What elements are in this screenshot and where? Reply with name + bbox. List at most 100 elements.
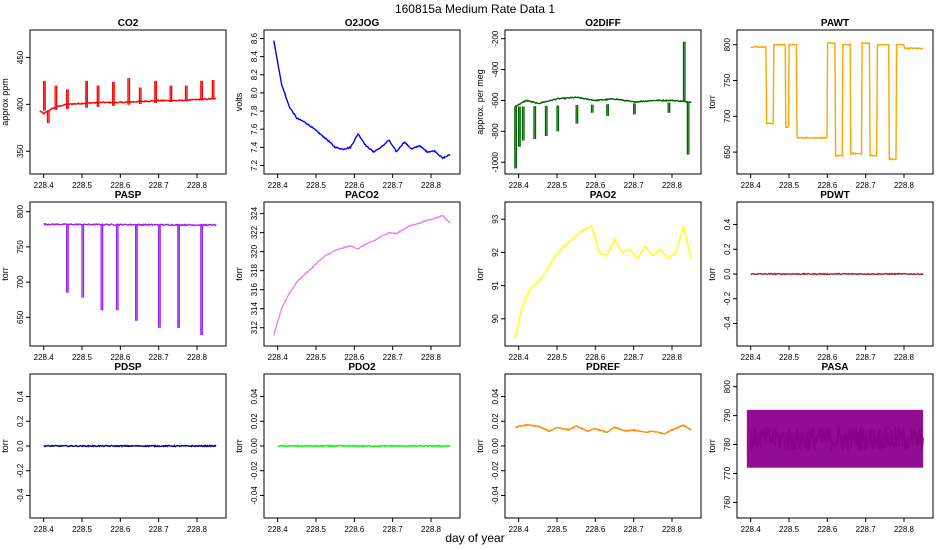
x-tick-label: 228.8 — [894, 181, 915, 190]
x-tick-label: 228.7 — [624, 353, 645, 362]
y-tick-label: 8.0 — [250, 87, 259, 99]
x-tick-label: 228.8 — [662, 525, 683, 534]
x-tick-label: 228.4 — [34, 525, 55, 534]
y-axis-label: torr — [0, 267, 10, 281]
x-tick-label: 228.4 — [509, 181, 530, 190]
y-tick-label: 312 — [250, 321, 259, 335]
panel-title: PACO2 — [345, 190, 379, 201]
plot-frame — [29, 201, 227, 347]
x-tick-label: 228.7 — [149, 353, 170, 362]
x-tick-label: 228.6 — [585, 181, 606, 190]
x-tick-label: 228.8 — [187, 353, 208, 362]
data-layer — [750, 272, 924, 276]
series-line — [750, 40, 924, 161]
y-tick-label: 92 — [491, 247, 500, 256]
data-layer — [273, 214, 451, 336]
y-axis-label: torr — [234, 439, 244, 453]
plot-frame — [29, 29, 227, 175]
y-axis-label: torr — [707, 267, 717, 281]
panel-pasp: PASP torr 228.4 228.5 228.6 228.7 228.8 650 700 7… — [0, 190, 227, 362]
y-tick-label: 0.4 — [723, 218, 732, 230]
plot-frame — [736, 29, 934, 175]
y-tick-label: 0.4 — [16, 390, 25, 402]
y-tick-label: 316 — [250, 282, 259, 296]
y-axis-label: approx. per meg — [475, 69, 485, 135]
y-tick-label: 400 — [16, 97, 25, 111]
y-tick-label: 750 — [16, 240, 25, 254]
x-tick-label: 228.4 — [741, 525, 762, 534]
y-tick-label: 0.2 — [723, 243, 732, 255]
panel-title: PDWT — [820, 190, 849, 201]
y-tick-label: 450 — [16, 50, 25, 64]
x-tick-label: 228.4 — [509, 525, 530, 534]
x-tick-label: 228.5 — [72, 525, 93, 534]
y-tick-label: 7.8 — [250, 105, 259, 117]
plot-frame — [504, 29, 702, 175]
y-tick-label: 700 — [723, 109, 732, 123]
y-tick-label: 0.04 — [250, 388, 259, 404]
series-line — [277, 444, 451, 448]
panel-title: O2DIFF — [585, 18, 621, 29]
x-tick-label: 228.8 — [894, 353, 915, 362]
x-tick-label: 228.5 — [306, 525, 327, 534]
panel-co2: CO2 approx ppm 228.4 228.5 228.6 228.7 228.8 35… — [0, 18, 227, 190]
data-layer — [43, 222, 217, 335]
panel-title: O2JOG — [345, 18, 380, 29]
y-tick-label: 0.02 — [491, 413, 500, 429]
y-axis-label: torr — [707, 439, 717, 453]
y-tick-label: 800 — [723, 379, 732, 393]
x-tick-label: 228.5 — [72, 181, 93, 190]
x-tick-label: 228.7 — [624, 181, 645, 190]
x-tick-label: 228.4 — [509, 353, 530, 362]
panel-pdo2: PDO2 torr 228.4 228.5 228.6 228.7 228.8 -0.04 -0… — [234, 362, 461, 534]
y-axis-label: torr — [0, 439, 10, 453]
y-tick-label: -0.02 — [250, 461, 259, 480]
y-tick-label: -0.2 — [723, 291, 732, 305]
x-tick-label: 228.5 — [306, 353, 327, 362]
y-tick-label: -0.2 — [16, 463, 25, 477]
panel-title: PDSP — [114, 362, 142, 373]
y-tick-label: -0.4 — [16, 488, 25, 502]
x-tick-label: 228.7 — [383, 525, 404, 534]
series-line — [750, 272, 924, 276]
panel-title: PASA — [821, 362, 848, 373]
plot-frame — [504, 201, 702, 347]
y-tick-label: 314 — [250, 301, 259, 315]
data-layer — [750, 40, 924, 161]
y-tick-label: 0.2 — [16, 415, 25, 427]
y-axis-label: volts — [234, 92, 244, 111]
panel-o2jog: O2JOG volts 228.4 228.5 228.6 228.7 228.8 7.2 7.… — [234, 18, 461, 190]
panel-pdref: PDREF torr 228.4 228.5 228.6 228.7 228.8 -0.04 -… — [475, 362, 702, 534]
y-tick-label: 0.0 — [16, 440, 25, 452]
y-tick-label: 318 — [250, 263, 259, 277]
y-tick-label: 324 — [250, 206, 259, 220]
data-layer — [746, 409, 924, 468]
x-tick-label: 228.7 — [149, 181, 170, 190]
y-tick-label: 91 — [491, 281, 500, 290]
x-tick-label: 228.6 — [110, 353, 131, 362]
series-line — [43, 444, 217, 448]
y-axis-label: torr — [475, 267, 485, 281]
x-tick-label: 228.7 — [856, 181, 877, 190]
panel-pdwt: PDWT torr 228.4 228.5 228.6 228.7 228.8 -0.4 -0.… — [707, 190, 934, 362]
series-line — [514, 96, 692, 108]
y-tick-label: 8.4 — [250, 51, 259, 63]
y-tick-label: -0.4 — [723, 316, 732, 330]
plot-frame — [263, 201, 461, 347]
y-tick-label: 780 — [723, 437, 732, 451]
y-tick-label: 0.02 — [250, 413, 259, 429]
page-title: 160815a Medium Rate Data 1 — [394, 2, 556, 16]
x-tick-label: 228.7 — [856, 525, 877, 534]
x-tick-label: 228.4 — [34, 353, 55, 362]
panel-title: PDO2 — [348, 362, 376, 373]
x-tick-label: 228.5 — [779, 525, 800, 534]
x-tick-label: 228.6 — [344, 353, 365, 362]
y-tick-label: 7.4 — [250, 141, 259, 153]
series-line — [514, 224, 692, 339]
x-tick-label: 228.8 — [421, 353, 442, 362]
x-tick-label: 228.6 — [817, 353, 838, 362]
x-tick-label: 228.6 — [585, 525, 606, 534]
panel-title: CO2 — [118, 18, 139, 29]
x-tick-label: 228.4 — [268, 181, 289, 190]
